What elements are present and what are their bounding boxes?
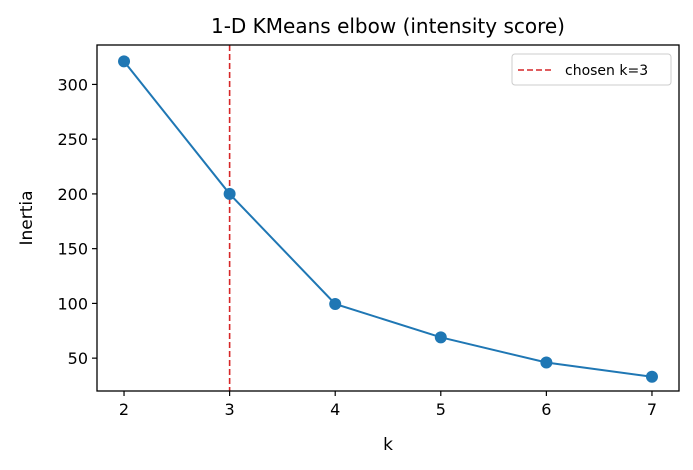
x-axis-ticks: 2 3 4 5 6 7 bbox=[119, 391, 657, 419]
chart-title: 1-D KMeans elbow (intensity score) bbox=[211, 14, 565, 38]
axes-frame bbox=[96, 44, 680, 392]
y-tick-label: 300 bbox=[57, 75, 88, 94]
data-point bbox=[540, 356, 553, 369]
y-axis-label: Inertia bbox=[17, 190, 37, 245]
inertia-line bbox=[123, 60, 653, 378]
y-axis-ticks: 50 100 150 200 250 300 bbox=[57, 75, 97, 368]
legend: chosen k=3 bbox=[511, 53, 672, 86]
data-point bbox=[329, 297, 342, 310]
y-tick-label: 50 bbox=[68, 349, 88, 368]
x-tick-label: 4 bbox=[330, 400, 340, 419]
data-point bbox=[118, 55, 131, 68]
data-point bbox=[434, 331, 447, 344]
y-tick-label: 150 bbox=[57, 240, 88, 259]
x-tick-label: 7 bbox=[647, 400, 657, 419]
plot-area bbox=[118, 45, 658, 391]
x-axis-label: k bbox=[383, 435, 393, 455]
x-tick-label: 2 bbox=[119, 400, 129, 419]
legend-label: chosen k=3 bbox=[565, 63, 648, 79]
data-point bbox=[223, 187, 236, 200]
data-point bbox=[645, 370, 658, 383]
y-tick-label: 100 bbox=[57, 294, 88, 313]
y-tick-label: 200 bbox=[57, 185, 88, 204]
y-tick-label: 250 bbox=[57, 130, 88, 149]
legend-box bbox=[511, 53, 672, 86]
x-tick-label: 3 bbox=[225, 400, 235, 419]
x-tick-label: 6 bbox=[541, 400, 551, 419]
x-tick-label: 5 bbox=[436, 400, 446, 419]
